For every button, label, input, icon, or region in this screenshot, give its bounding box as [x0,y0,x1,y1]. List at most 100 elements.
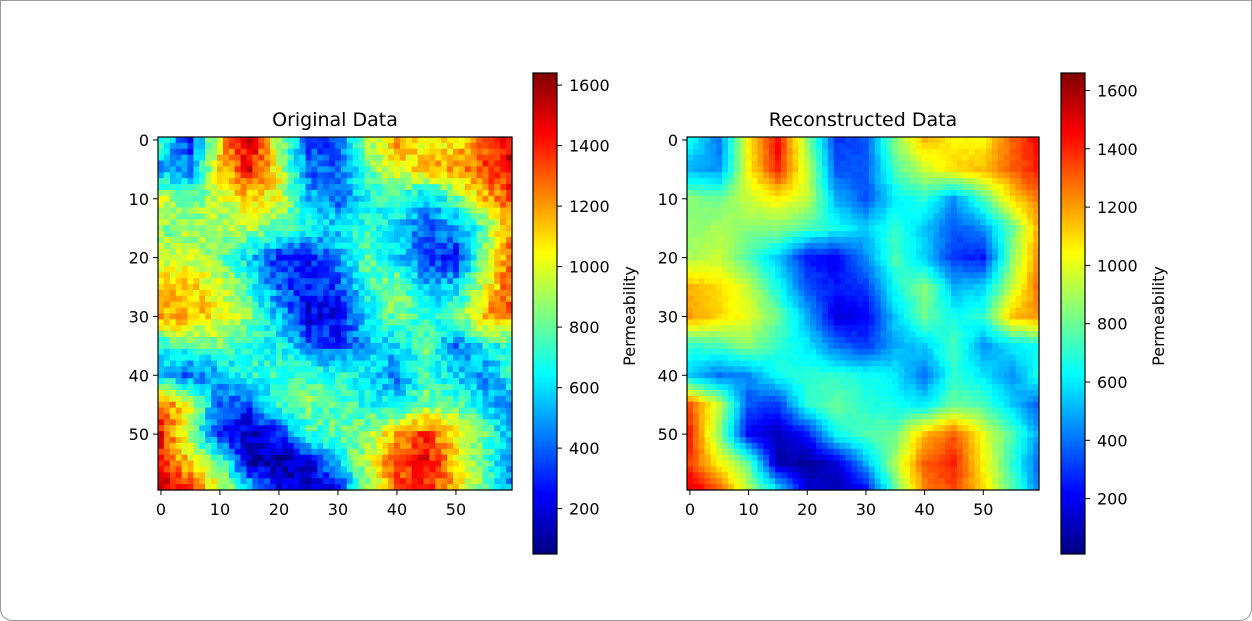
heatmap-cell [158,148,165,156]
heatmap-cell [1003,225,1011,232]
heatmap-cell [382,189,389,197]
heatmap-cell [388,366,395,373]
heatmap-cell [199,454,206,462]
heatmap-cell [264,425,271,432]
heatmap-cell [340,378,348,385]
heatmap-cell [205,313,212,320]
heatmap-cell [317,384,324,391]
heatmap-cell [470,231,478,238]
heatmap-cell [234,472,242,479]
heatmap-cell [276,389,283,397]
heatmap-cell [340,237,348,244]
heatmap-cell [1033,207,1040,215]
heatmap-cell [193,354,200,362]
heatmap-cell [323,242,330,250]
heatmap-cell [299,154,307,162]
heatmap-cell [364,142,371,150]
heatmap-cell [494,407,501,415]
heatmap-cell [722,195,729,203]
heatmap-cell [997,242,1005,250]
heatmap-cell [792,195,800,203]
heatmap-cell [798,260,805,268]
heatmap-cell [287,401,295,409]
heatmap-cell [992,137,999,144]
heatmap-cell [986,189,993,197]
heatmap-cell [482,278,489,285]
heatmap-cell [388,219,395,226]
heatmap-cell [786,189,794,197]
heatmap-cell [217,389,224,397]
heatmap-cell [199,331,206,338]
heatmap-cell [276,484,283,491]
heatmap-cell [222,401,230,409]
heatmap-cell [276,466,283,473]
heatmap-cell [388,401,395,409]
heatmap-cell [423,466,430,473]
heatmap-cell [810,231,817,238]
heatmap-cell [506,189,513,197]
heatmap-cell [429,272,436,279]
heatmap-cell [323,295,330,303]
heatmap-cell [769,213,776,220]
heatmap-cell [211,460,218,468]
heatmap-cell [447,289,454,297]
heatmap-cell [240,431,248,438]
heatmap-cell [1009,260,1017,268]
heatmap-cell [187,313,194,320]
heatmap-cell [352,178,360,185]
heatmap-cell [234,348,242,356]
heatmap-cell [252,448,259,456]
heatmap-cell [311,195,318,203]
heatmap-cell [388,242,395,250]
heatmap-cell [997,231,1005,238]
heatmap-cell [169,401,177,409]
heatmap-cell [863,189,870,197]
heatmap-cell [388,213,395,220]
heatmap-cell [506,278,513,285]
heatmap-cell [464,348,472,356]
heatmap-cell [276,407,283,415]
heatmap-cell [264,301,271,309]
heatmap-cell [163,248,171,256]
heatmap-cell [1033,148,1040,156]
heatmap-cell [352,401,360,409]
heatmap-cell [868,148,876,156]
heatmap-cell [258,407,265,415]
heatmap-cell [506,242,513,250]
heatmap-cell [264,142,271,150]
heatmap-cell [252,301,259,309]
heatmap-cell [169,260,177,268]
heatmap-cell [945,154,952,162]
heatmap-cell [187,242,194,250]
heatmap-cell [769,242,776,250]
heatmap-cell [482,478,489,485]
heatmap-cell [453,266,460,273]
heatmap-cell [211,231,218,238]
heatmap-cell [329,319,336,326]
heatmap-cell [240,154,248,162]
heatmap-cell [270,160,277,168]
heatmap-cell [199,137,206,144]
heatmap-cell [158,431,165,438]
heatmap-cell [411,407,419,415]
heatmap-cell [839,225,846,232]
heatmap-cell [482,354,489,362]
heatmap-cell [698,242,706,250]
heatmap-cell [246,201,253,209]
heatmap-cell [423,431,430,438]
heatmap-cell [494,148,501,156]
heatmap-cell [388,442,395,450]
heatmap-cell [453,272,460,279]
heatmap-cell [335,384,342,391]
heatmap-cell [945,260,952,268]
heatmap-cell [423,384,430,391]
heatmap-cell [722,178,729,185]
heatmap-cell [710,189,717,197]
heatmap-cell [1003,195,1011,203]
heatmap-cell [857,172,864,179]
heatmap-cell [158,213,165,220]
heatmap-cell [175,178,183,185]
heatmap-cell [205,189,212,197]
heatmap-cell [228,442,236,450]
heatmap-cell [453,160,460,168]
